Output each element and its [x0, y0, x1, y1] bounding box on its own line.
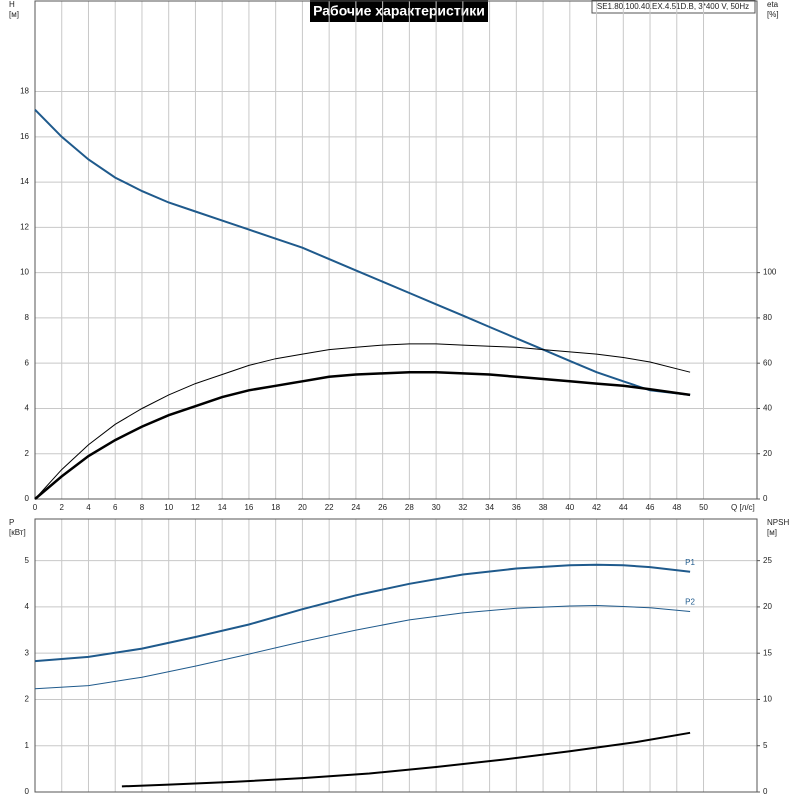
x-tick-label: 20: [298, 503, 307, 512]
y2-axis-label: [%]: [767, 10, 779, 19]
y-tick-label: 5: [25, 556, 30, 565]
y-tick-label: 6: [25, 358, 30, 367]
x-tick-label: 22: [325, 503, 334, 512]
y2-tick-label: 5: [763, 741, 768, 750]
y-axis-label: P: [9, 518, 14, 527]
y-tick-label: 8: [25, 313, 30, 322]
chart-subtitle: SE1.80.100.40.EX.4.51D.B, 3*400 V, 50Hz: [597, 2, 749, 11]
x-tick-label: 36: [512, 503, 521, 512]
y2-axis-label: [м]: [767, 528, 777, 537]
y-tick-label: 16: [20, 132, 29, 141]
series-line: [34, 343, 691, 500]
title-box: [310, 0, 488, 22]
y-tick-label: 10: [20, 268, 29, 277]
y-tick-label: 4: [25, 404, 30, 413]
subtitle-box: [591, 0, 756, 14]
x-tick-label: 44: [619, 503, 628, 512]
y2-tick-label: 100: [763, 268, 777, 277]
x-tick-label: 0: [33, 503, 38, 512]
y-tick-label: 18: [20, 87, 29, 96]
x-tick-label: 16: [244, 503, 253, 512]
x-tick-label: 2: [60, 503, 65, 512]
x-tick-label: 50: [699, 503, 708, 512]
series-line: [34, 563, 691, 663]
x-tick-label: 8: [140, 503, 145, 512]
y2-tick-label: 25: [763, 556, 772, 565]
x-tick-label: 46: [646, 503, 655, 512]
series-line: [34, 604, 691, 690]
y-tick-label: 0: [25, 494, 30, 503]
series-label: P2: [685, 598, 695, 607]
y2-tick-label: 15: [763, 648, 772, 657]
y-tick-label: 12: [20, 222, 29, 231]
x-tick-label: 34: [485, 503, 494, 512]
plot-frame: [34, 518, 758, 793]
series-line: [121, 731, 691, 788]
x-tick-label: 26: [378, 503, 387, 512]
x-tick-label: 14: [218, 503, 227, 512]
x-tick-label: 48: [672, 503, 681, 512]
x-tick-label: 38: [539, 503, 548, 512]
series-line: [34, 108, 691, 396]
x-tick-label: 30: [432, 503, 441, 512]
x-tick-label: 6: [113, 503, 118, 512]
x-tick-label: 18: [271, 503, 280, 512]
y-tick-label: 0: [25, 787, 30, 796]
x-tick-label: 24: [351, 503, 360, 512]
x-tick-label: 32: [458, 503, 467, 512]
y-tick-label: 2: [25, 695, 30, 704]
y2-tick-label: 60: [763, 358, 772, 367]
x-tick-label: 42: [592, 503, 601, 512]
series-line: [34, 370, 691, 500]
y-tick-label: 14: [20, 177, 29, 186]
y-tick-label: 4: [25, 602, 30, 611]
y-tick-label: 3: [25, 648, 30, 657]
chart-title: Рабочие характеристики: [313, 3, 485, 19]
x-tick-label: 4: [86, 503, 91, 512]
plot-frame: [34, 0, 758, 500]
y2-axis-label: eta: [767, 0, 779, 9]
y-tick-label: 2: [25, 449, 30, 458]
x-axis-label: Q [л/с]: [731, 503, 755, 512]
y2-tick-label: 10: [763, 695, 772, 704]
y2-tick-label: 0: [763, 494, 768, 503]
y-axis-label: [кВт]: [9, 528, 26, 537]
x-tick-label: 10: [164, 503, 173, 512]
y-axis-label: H: [9, 0, 15, 9]
y2-tick-label: 20: [763, 449, 772, 458]
y2-tick-label: 40: [763, 404, 772, 413]
x-tick-label: 12: [191, 503, 200, 512]
x-tick-label: 28: [405, 503, 414, 512]
y2-tick-label: 80: [763, 313, 772, 322]
series-label: P1: [685, 558, 695, 567]
y2-tick-label: 20: [763, 602, 772, 611]
y-axis-label: [м]: [9, 10, 19, 19]
y-tick-label: 1: [25, 741, 30, 750]
y2-axis-label: NPSH: [767, 518, 789, 527]
y2-tick-label: 0: [763, 787, 768, 796]
x-tick-label: 40: [565, 503, 574, 512]
